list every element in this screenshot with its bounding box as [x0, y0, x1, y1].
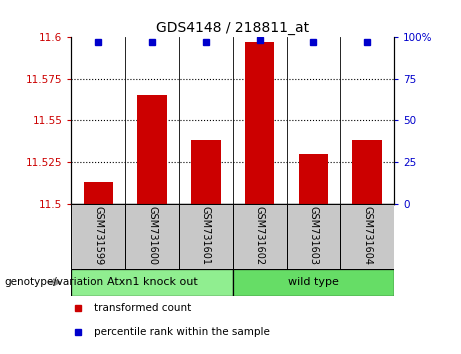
Text: GSM731601: GSM731601: [201, 206, 211, 264]
Text: GSM731600: GSM731600: [147, 206, 157, 264]
Bar: [191, 140, 221, 204]
Bar: [353, 140, 382, 204]
Text: transformed count: transformed count: [94, 303, 191, 314]
Bar: [233, 269, 394, 296]
Bar: [83, 182, 113, 204]
Text: percentile rank within the sample: percentile rank within the sample: [94, 327, 270, 337]
Text: wild type: wild type: [288, 277, 339, 287]
Bar: [71, 204, 125, 269]
Bar: [233, 204, 287, 269]
Bar: [179, 204, 233, 269]
Text: genotype/variation: genotype/variation: [5, 277, 104, 287]
Bar: [125, 204, 179, 269]
Bar: [299, 154, 328, 204]
Text: GSM731603: GSM731603: [308, 206, 319, 264]
Bar: [245, 42, 274, 204]
Bar: [137, 96, 167, 204]
Text: GSM731604: GSM731604: [362, 206, 372, 264]
Title: GDS4148 / 218811_at: GDS4148 / 218811_at: [156, 21, 309, 35]
Bar: [287, 204, 340, 269]
Bar: [340, 204, 394, 269]
Text: GSM731602: GSM731602: [254, 206, 265, 265]
Text: GSM731599: GSM731599: [93, 206, 103, 265]
Text: Atxn1 knock out: Atxn1 knock out: [107, 277, 197, 287]
Bar: [71, 269, 233, 296]
